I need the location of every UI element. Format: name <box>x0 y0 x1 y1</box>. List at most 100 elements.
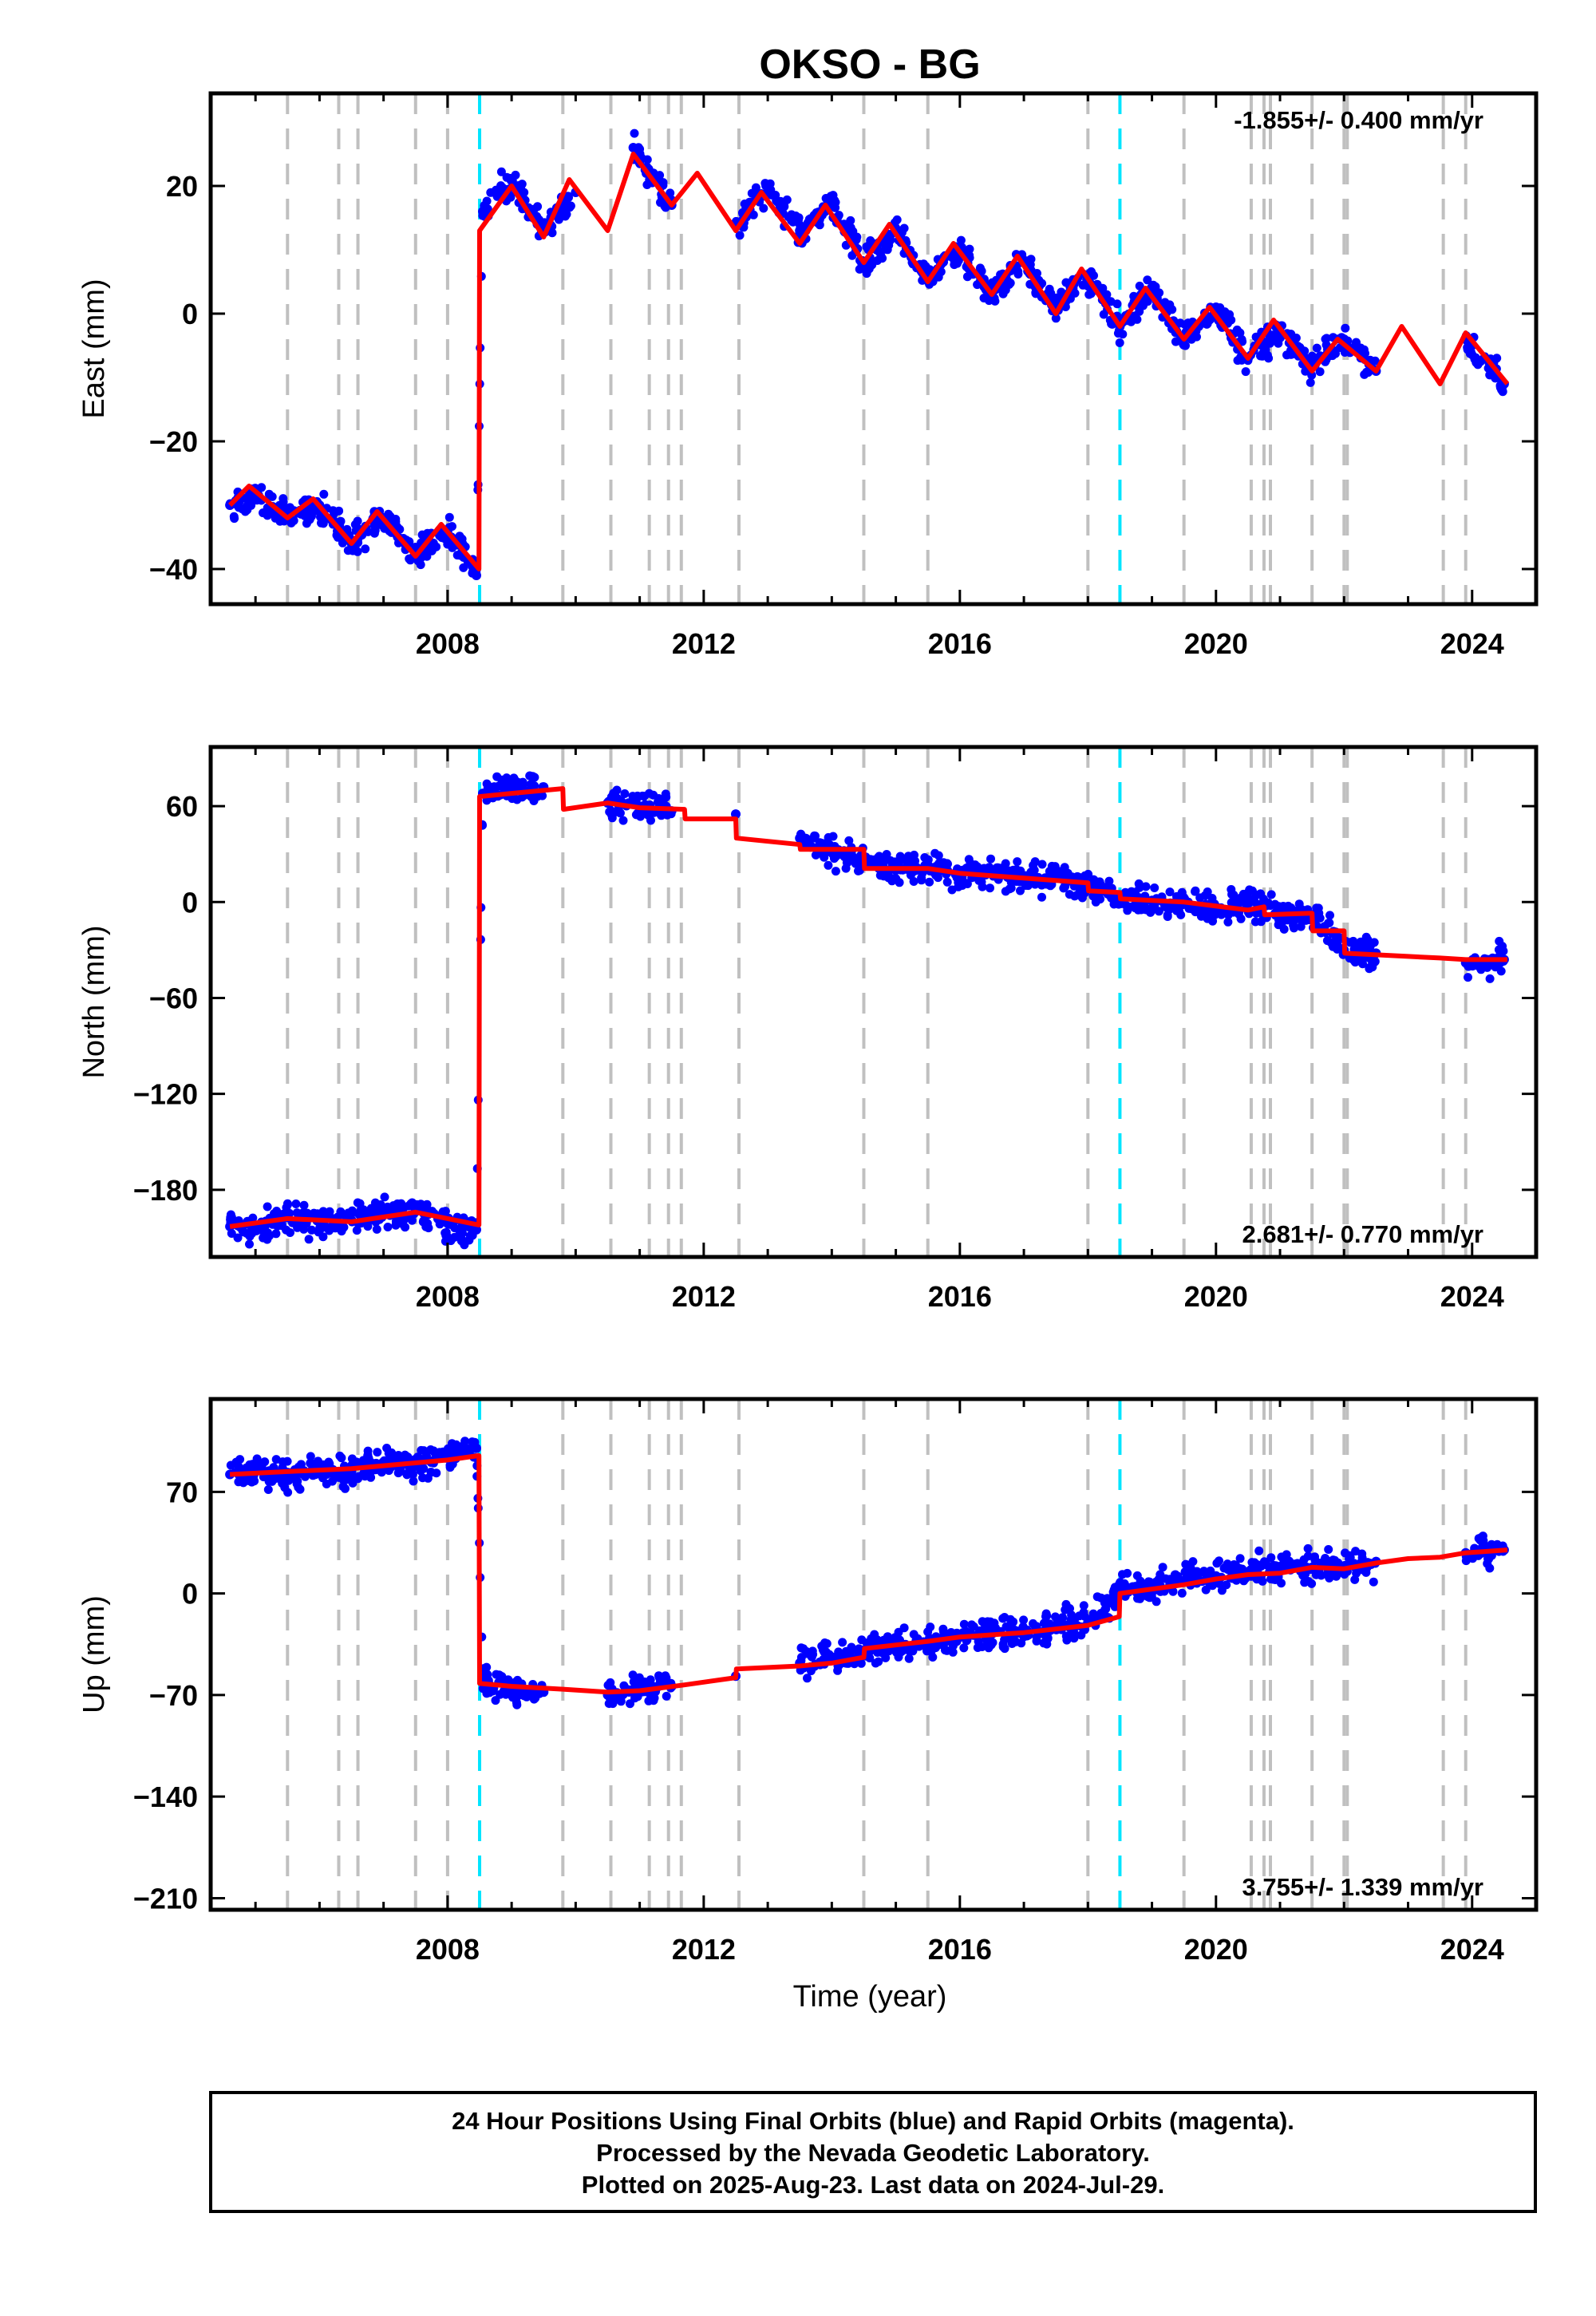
north-data-point <box>1266 890 1276 899</box>
east-data-point <box>306 512 315 521</box>
up-data-point <box>403 1452 413 1462</box>
north-data-point <box>1137 902 1147 911</box>
east-data-point <box>779 199 788 208</box>
up-data-point <box>879 1636 888 1646</box>
north-data-point <box>1030 879 1040 889</box>
north-x-tick-label: 2008 <box>416 1280 480 1313</box>
up-data-point <box>1326 1571 1335 1580</box>
up-data-point <box>1350 1575 1360 1584</box>
north-data-point <box>1312 903 1321 913</box>
east-x-tick-label: 2012 <box>672 627 736 660</box>
up-data-point <box>512 1697 521 1707</box>
north-data-point <box>1296 922 1306 931</box>
east-data-point <box>880 244 890 254</box>
north-data-point <box>373 1201 383 1211</box>
east-data-point <box>950 260 959 270</box>
north-data-point <box>638 791 647 800</box>
up-data-point <box>1293 1559 1302 1568</box>
north-x-tick-label: 2016 <box>928 1280 992 1313</box>
east-data-point <box>427 546 437 555</box>
east-data-point-13 <box>628 143 638 152</box>
north-data-point <box>347 1206 357 1215</box>
east-data-point <box>1045 284 1054 294</box>
north-data-point <box>1290 915 1300 925</box>
north-data-point <box>352 1226 361 1235</box>
north-data-point <box>839 852 849 862</box>
north-data-point <box>272 1207 282 1215</box>
north-data-point-8 <box>472 1224 481 1235</box>
north-data-point <box>819 839 828 848</box>
east-data-point <box>1141 294 1151 304</box>
east-data-point <box>735 231 745 240</box>
up-x-tick-label: 2020 <box>1184 1933 1248 1966</box>
north-data-point <box>1141 882 1151 891</box>
up-data-point <box>1101 1604 1111 1614</box>
east-data-point <box>1362 367 1372 377</box>
up-data-point <box>377 1468 386 1477</box>
up-data-point <box>457 1441 467 1451</box>
up-data-point <box>482 1662 492 1672</box>
footer-frame <box>209 2091 1537 2213</box>
up-data-point <box>445 1460 455 1470</box>
up-y-tick-label: −140 <box>133 1780 198 1813</box>
north-data-point <box>483 781 492 790</box>
up-data-point <box>363 1470 373 1480</box>
north-data-point <box>918 868 927 878</box>
north-data-point <box>1127 887 1136 896</box>
east-data-point <box>658 178 668 188</box>
up-data-point <box>1369 1577 1378 1587</box>
up-data-point <box>348 1478 358 1488</box>
north-data-point <box>909 877 918 886</box>
north-data-point <box>636 812 645 821</box>
east-plot-area <box>225 93 1510 604</box>
east-rate-label: -1.855+/- 0.400 mm/yr <box>1234 106 1483 134</box>
north-data-point <box>917 875 926 885</box>
up-data-point <box>894 1627 903 1637</box>
up-y-tick-label: 70 <box>166 1476 198 1508</box>
east-data-point <box>444 512 454 522</box>
up-data-point <box>1092 1613 1101 1622</box>
up-data-point <box>1461 1556 1471 1566</box>
north-data-point <box>844 836 854 845</box>
up-data-point-2 <box>282 1472 293 1483</box>
east-data-point-8 <box>472 571 481 580</box>
north-data-point <box>1037 880 1046 890</box>
north-data-point-10 <box>507 782 517 792</box>
footer-line-1: 24 Hour Positions Using Final Orbits (bl… <box>452 2107 1294 2135</box>
north-data-point <box>271 1229 281 1239</box>
up-data-point <box>662 1691 671 1701</box>
east-data-point <box>1463 342 1472 352</box>
north-data-point <box>1366 941 1375 951</box>
up-data-point <box>1324 1545 1333 1554</box>
up-data-point <box>870 1630 879 1639</box>
north-data-point <box>1356 937 1365 947</box>
north-data-point <box>245 1239 254 1249</box>
up-data-point <box>373 1448 382 1457</box>
north-x-tick-label: 2020 <box>1184 1280 1248 1313</box>
north-data-point <box>1013 857 1022 867</box>
up-data-point <box>904 1654 914 1663</box>
up-data-point <box>872 1648 882 1657</box>
north-data-point <box>618 816 628 825</box>
north-data-point <box>421 1222 431 1231</box>
east-data-point <box>533 202 543 211</box>
up-data-point <box>937 1640 946 1650</box>
east-data-point <box>1370 356 1380 366</box>
east-data-point <box>279 494 288 504</box>
north-data-point <box>978 882 987 891</box>
east-data-point <box>892 215 902 224</box>
up-data-point <box>409 1476 418 1486</box>
east-data-point <box>979 294 989 302</box>
north-data-point <box>233 1233 243 1243</box>
north-data-point <box>900 856 910 865</box>
north-data-point <box>1236 914 1246 923</box>
north-data-point <box>422 1199 432 1209</box>
north-data-point <box>1325 911 1334 920</box>
north-data-point <box>994 863 1003 872</box>
east-data-point <box>361 544 370 554</box>
up-data-point <box>234 1462 243 1472</box>
up-data-point <box>283 1488 293 1497</box>
north-data-point <box>1250 898 1260 907</box>
north-data-point <box>1073 890 1082 899</box>
